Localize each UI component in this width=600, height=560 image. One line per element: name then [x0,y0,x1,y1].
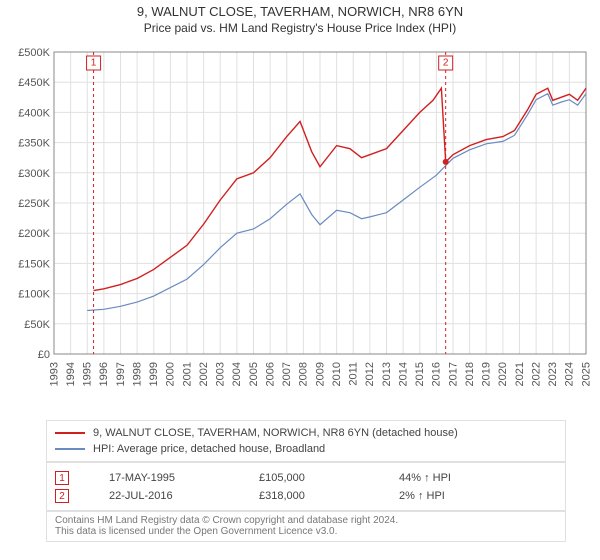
chart-container: 9, WALNUT CLOSE, TAVERHAM, NORWICH, NR8 … [0,0,600,560]
event-date: 17-MAY-1995 [109,472,219,484]
series-red [94,88,586,290]
svg-text:1998: 1998 [131,362,143,386]
svg-text:£250K: £250K [18,198,50,210]
svg-text:2007: 2007 [281,362,293,386]
svg-text:1996: 1996 [98,362,110,386]
event-price: £318,000 [259,490,359,502]
event-marker: 1 [55,471,69,485]
chart-svg: £0 £50K £100K £150K £200K £250K £300K £350K £400… [8,44,592,414]
svg-text:2009: 2009 [314,362,326,386]
chart-subtitle: Price paid vs. HM Land Registry's House … [0,21,600,35]
svg-text:£300K: £300K [18,168,50,180]
svg-text:£0: £0 [38,349,50,361]
svg-text:2023: 2023 [547,362,559,386]
event-delta: 2% ↑ HPI [399,490,445,502]
svg-text:£200K: £200K [18,228,50,240]
svg-text:1995: 1995 [82,362,94,386]
svg-text:2010: 2010 [331,362,343,386]
footer-line-1: Contains HM Land Registry data © Crown c… [55,515,557,526]
svg-text:2018: 2018 [464,362,476,386]
transaction-events: 1 17-MAY-1995 £105,000 44% ↑ HPI 2 22-JUL-201… [46,462,566,512]
legend-swatch [55,432,85,434]
svg-text:2020: 2020 [497,362,509,386]
svg-text:£500K: £500K [18,47,50,59]
svg-text:2024: 2024 [564,362,576,386]
svg-text:1999: 1999 [148,362,160,386]
svg-text:1997: 1997 [115,362,127,386]
svg-text:2005: 2005 [248,362,260,386]
svg-text:2013: 2013 [381,362,393,386]
event-row: 2 22-JUL-2016 £318,000 2% ↑ HPI [55,487,557,505]
marker-num-2: 2 [443,58,449,69]
legend-row: 9, WALNUT CLOSE, TAVERHAM, NORWICH, NR8 … [55,425,557,441]
svg-text:£50K: £50K [24,319,50,331]
svg-text:2019: 2019 [481,362,493,386]
svg-text:2000: 2000 [165,362,177,386]
svg-text:2003: 2003 [215,362,227,386]
svg-text:2002: 2002 [198,362,210,386]
svg-text:2004: 2004 [231,362,243,386]
event-price: £105,000 [259,472,359,484]
svg-text:2021: 2021 [514,362,526,386]
svg-text:2008: 2008 [298,362,310,386]
svg-text:1993: 1993 [48,362,60,386]
legend-label: HPI: Average price, detached house, Broa… [93,443,325,455]
svg-text:1994: 1994 [65,362,77,386]
svg-text:£400K: £400K [18,107,50,119]
svg-text:2025: 2025 [580,362,592,386]
event-marker: 2 [55,489,69,503]
legend-row: HPI: Average price, detached house, Broa… [55,441,557,457]
chart-title: 9, WALNUT CLOSE, TAVERHAM, NORWICH, NR8 … [0,4,600,19]
svg-text:2015: 2015 [414,362,426,386]
svg-text:2017: 2017 [447,362,459,386]
titles: 9, WALNUT CLOSE, TAVERHAM, NORWICH, NR8 … [0,0,600,35]
svg-text:£150K: £150K [18,258,50,270]
footer-attribution: Contains HM Land Registry data © Crown c… [46,510,566,542]
svg-text:2001: 2001 [181,362,193,386]
svg-text:2012: 2012 [364,362,376,386]
svg-text:2006: 2006 [264,362,276,386]
legend: 9, WALNUT CLOSE, TAVERHAM, NORWICH, NR8 … [46,420,566,462]
svg-text:£100K: £100K [18,289,50,301]
sale-dot [443,159,449,165]
footer-line-2: This data is licensed under the Open Gov… [55,526,557,537]
legend-swatch [55,448,85,450]
event-delta: 44% ↑ HPI [399,472,451,484]
svg-text:£350K: £350K [18,138,50,150]
event-date: 22-JUL-2016 [109,490,219,502]
event-row: 1 17-MAY-1995 £105,000 44% ↑ HPI [55,469,557,487]
chart-area: £0 £50K £100K £150K £200K £250K £300K £350K £400… [8,44,592,414]
svg-text:2014: 2014 [397,362,409,386]
svg-text:2011: 2011 [348,362,360,386]
marker-num-1: 1 [91,58,97,69]
svg-text:2016: 2016 [431,362,443,386]
svg-text:£450K: £450K [18,77,50,89]
svg-text:2022: 2022 [530,362,542,386]
legend-label: 9, WALNUT CLOSE, TAVERHAM, NORWICH, NR8 … [93,427,458,439]
